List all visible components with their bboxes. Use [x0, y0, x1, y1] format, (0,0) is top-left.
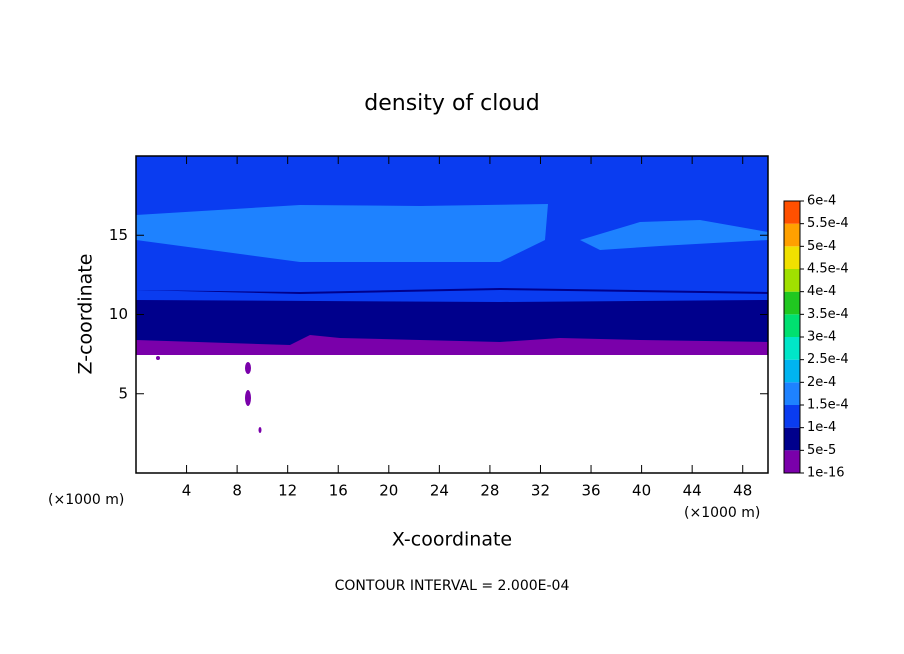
- contour-fill: [136, 156, 768, 183]
- x-tick-label: 44: [683, 482, 702, 500]
- x-tick-label: 36: [581, 482, 600, 500]
- chart-title: density of cloud: [364, 91, 539, 116]
- x-unit-label: (×1000 m): [684, 505, 760, 521]
- colorbar-label: 2e-4: [807, 375, 836, 390]
- colorbar-label: 6e-4: [807, 194, 836, 209]
- footer-note: CONTOUR INTERVAL = 2.000E-04: [335, 578, 570, 594]
- y-tick-label: 15: [109, 226, 128, 244]
- colorbar-swatch: [784, 405, 800, 428]
- x-axis-label: X-coordinate: [392, 529, 512, 551]
- colorbar-label: 5.5e-4: [807, 216, 849, 231]
- x-tick-label: 24: [430, 482, 449, 500]
- x-tick-label: 8: [232, 482, 242, 500]
- colorbar-swatch: [784, 382, 800, 405]
- x-tick-label: 40: [632, 482, 651, 500]
- colorbar-label: 2.5e-4: [807, 352, 849, 367]
- contour-fill: [258, 427, 262, 433]
- contour-fill: [136, 290, 768, 302]
- colorbar-label: 4e-4: [807, 284, 836, 299]
- colorbar-swatch: [784, 450, 800, 473]
- contour-fill: [580, 220, 768, 250]
- x-tick-label: 48: [733, 482, 752, 500]
- background-region: [136, 355, 768, 473]
- x-unit-label: (×1000 m): [48, 492, 124, 508]
- colorbar-label: 3e-4: [807, 330, 836, 345]
- x-tick-label: 28: [480, 482, 499, 500]
- colorbar-label: 5e-4: [807, 239, 836, 254]
- colorbar-label: 1e-4: [807, 420, 836, 435]
- colorbar-swatch: [784, 246, 800, 269]
- contour-fill: [245, 390, 251, 406]
- colorbar-swatch: [784, 337, 800, 360]
- colorbar-swatch: [784, 201, 800, 224]
- colorbar-swatch: [784, 223, 800, 247]
- contour-fill: [136, 335, 768, 355]
- contour-fill: [136, 204, 548, 262]
- y-tick-label: 10: [109, 305, 128, 323]
- colorbar-swatch: [784, 359, 800, 383]
- colorbar-swatch: [784, 269, 800, 292]
- colorbar-swatch: [784, 314, 800, 337]
- colorbar-label: 1e-16: [807, 466, 845, 481]
- x-tick-label: 12: [278, 482, 297, 500]
- colorbar-label: 5e-5: [807, 443, 836, 458]
- x-tick-label: 20: [379, 482, 398, 500]
- contour-fill: [245, 362, 251, 374]
- y-axis-label: Z-coordinate: [75, 254, 97, 375]
- colorbar-label: 1.5e-4: [807, 398, 849, 413]
- colorbar-swatch: [784, 427, 800, 451]
- contour-fill: [156, 356, 160, 360]
- y-tick-label: 5: [118, 384, 128, 402]
- colorbar-label: 3.5e-4: [807, 307, 849, 322]
- colorbar-label: 4.5e-4: [807, 262, 849, 277]
- x-tick-label: 4: [182, 482, 192, 500]
- x-tick-label: 16: [329, 482, 348, 500]
- x-tick-label: 32: [531, 482, 550, 500]
- colorbar-swatch: [784, 291, 800, 315]
